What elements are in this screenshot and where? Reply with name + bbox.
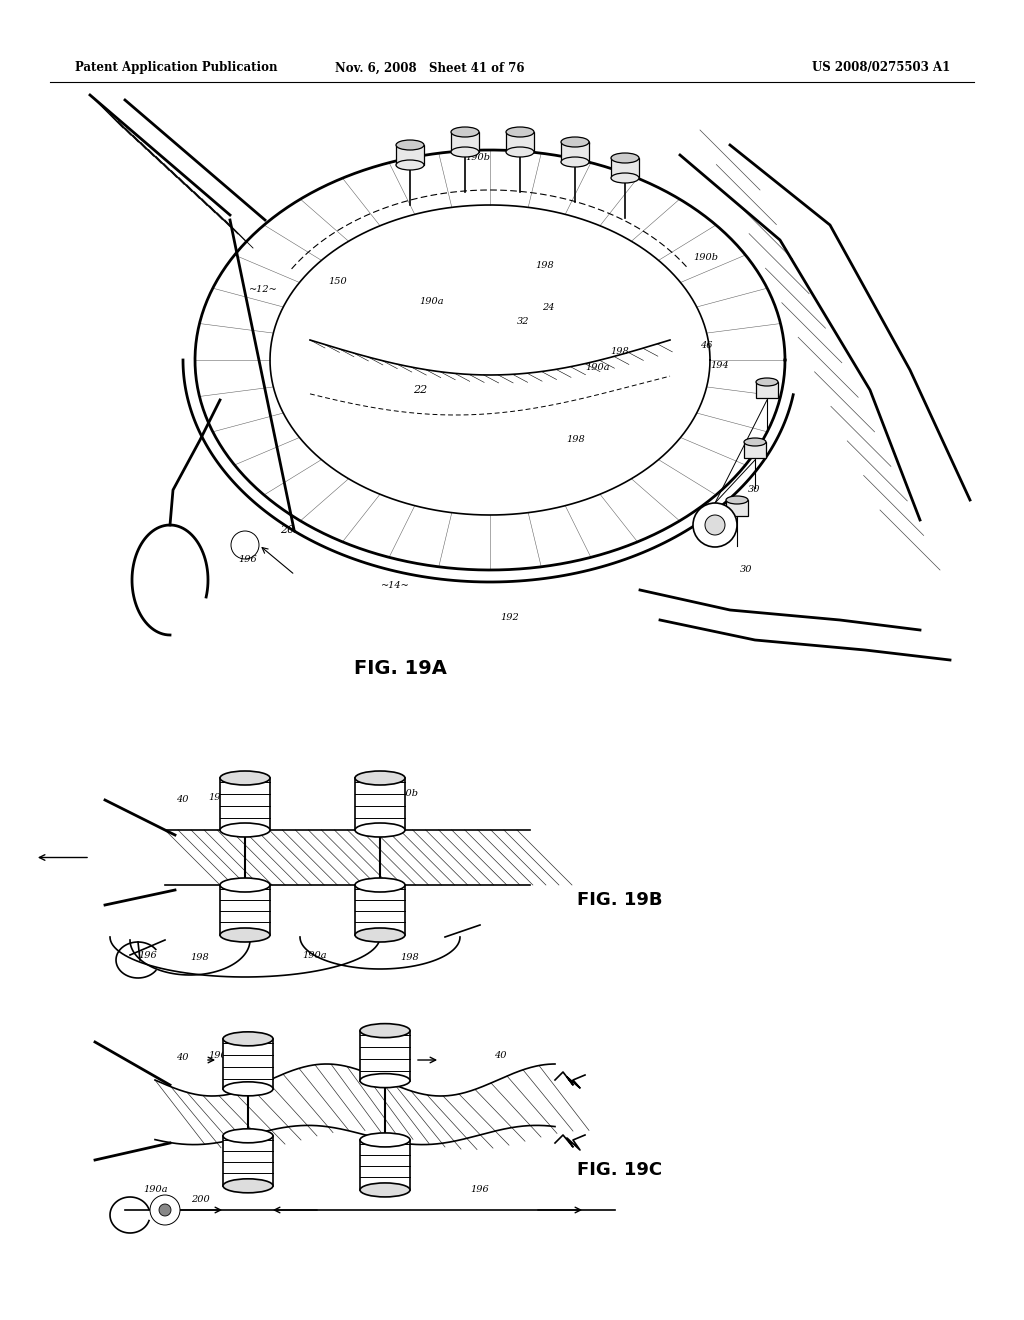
Text: Patent Application Publication: Patent Application Publication: [75, 62, 278, 74]
Text: 190a: 190a: [420, 297, 444, 306]
Bar: [223, 1039, 273, 1089]
Bar: [355, 777, 406, 830]
Text: 190: 190: [355, 796, 375, 804]
Ellipse shape: [506, 147, 534, 157]
Ellipse shape: [220, 771, 270, 785]
Text: 198: 198: [610, 347, 630, 356]
Bar: [360, 1031, 410, 1081]
Circle shape: [150, 1195, 180, 1225]
Text: 30: 30: [740, 565, 753, 574]
Ellipse shape: [360, 1023, 410, 1038]
Text: 32: 32: [517, 318, 529, 326]
Text: 192: 192: [501, 614, 519, 623]
Circle shape: [159, 1204, 171, 1216]
Text: 190b: 190b: [383, 1044, 408, 1052]
Ellipse shape: [220, 822, 270, 837]
Bar: [561, 143, 589, 162]
Bar: [611, 158, 639, 178]
Ellipse shape: [360, 1133, 410, 1147]
Ellipse shape: [506, 127, 534, 137]
Text: 190a: 190a: [586, 363, 610, 372]
Text: FIG. 19A: FIG. 19A: [353, 659, 446, 677]
Bar: [223, 1135, 273, 1185]
Text: 190b: 190b: [246, 788, 270, 797]
Text: 198: 198: [536, 260, 554, 269]
Ellipse shape: [451, 147, 479, 157]
Ellipse shape: [220, 928, 270, 942]
Ellipse shape: [561, 137, 589, 147]
Ellipse shape: [360, 1183, 410, 1197]
Text: 196: 196: [471, 1185, 489, 1195]
Text: 46: 46: [700, 341, 713, 350]
Bar: [220, 884, 270, 935]
Text: 190b: 190b: [466, 153, 490, 162]
Bar: [756, 381, 778, 399]
Ellipse shape: [451, 127, 479, 137]
Ellipse shape: [223, 1129, 273, 1143]
Text: 20: 20: [280, 525, 294, 535]
Text: 190: 190: [209, 1052, 227, 1060]
Text: 30: 30: [748, 486, 761, 495]
Ellipse shape: [223, 1082, 273, 1096]
Text: 198: 198: [400, 953, 420, 962]
Ellipse shape: [223, 1179, 273, 1193]
Text: Nov. 6, 2008   Sheet 41 of 76: Nov. 6, 2008 Sheet 41 of 76: [335, 62, 524, 74]
Ellipse shape: [561, 157, 589, 168]
Text: FIG. 19C: FIG. 19C: [578, 1162, 663, 1179]
Text: ~12~: ~12~: [249, 285, 278, 294]
Text: 190b: 190b: [246, 1044, 270, 1052]
Text: 40: 40: [176, 796, 188, 804]
Bar: [744, 442, 766, 458]
Text: 198: 198: [251, 1184, 269, 1192]
Text: 40: 40: [735, 506, 748, 515]
Ellipse shape: [220, 878, 270, 892]
Bar: [506, 132, 534, 152]
Text: 190: 190: [572, 141, 592, 150]
Ellipse shape: [726, 496, 748, 504]
Bar: [220, 777, 270, 830]
Ellipse shape: [756, 378, 778, 385]
Ellipse shape: [396, 160, 424, 170]
Ellipse shape: [355, 928, 406, 942]
Text: 190: 190: [209, 793, 227, 803]
Ellipse shape: [223, 1032, 273, 1045]
Ellipse shape: [355, 822, 406, 837]
Bar: [355, 884, 406, 935]
Text: 198: 198: [390, 1188, 410, 1196]
Ellipse shape: [360, 1073, 410, 1088]
Text: 24: 24: [542, 304, 554, 313]
Ellipse shape: [611, 153, 639, 162]
Circle shape: [705, 515, 725, 535]
Text: 190a: 190a: [143, 1185, 168, 1195]
Ellipse shape: [396, 140, 424, 150]
Text: FIG. 19B: FIG. 19B: [578, 891, 663, 909]
Text: US 2008/0275503 A1: US 2008/0275503 A1: [812, 62, 950, 74]
Bar: [360, 1140, 410, 1189]
Text: 196: 196: [138, 950, 158, 960]
Text: 196: 196: [239, 556, 257, 565]
Text: 22: 22: [413, 385, 427, 395]
Text: 194: 194: [710, 360, 729, 370]
Text: 190b: 190b: [393, 788, 419, 797]
Circle shape: [693, 503, 737, 546]
Text: ~14~: ~14~: [381, 581, 410, 590]
Text: 150: 150: [329, 277, 347, 286]
Text: 200: 200: [190, 1196, 209, 1204]
Text: 40: 40: [176, 1053, 188, 1063]
Ellipse shape: [744, 438, 766, 446]
Text: 40: 40: [494, 1051, 506, 1060]
Text: 198: 198: [190, 953, 209, 962]
Text: 198: 198: [566, 436, 586, 445]
Ellipse shape: [355, 771, 406, 785]
Bar: [396, 145, 424, 165]
Text: 190b: 190b: [693, 253, 718, 263]
Ellipse shape: [355, 878, 406, 892]
Bar: [726, 500, 748, 516]
Text: 190a: 190a: [303, 950, 328, 960]
Ellipse shape: [611, 173, 639, 183]
Bar: [451, 132, 479, 152]
